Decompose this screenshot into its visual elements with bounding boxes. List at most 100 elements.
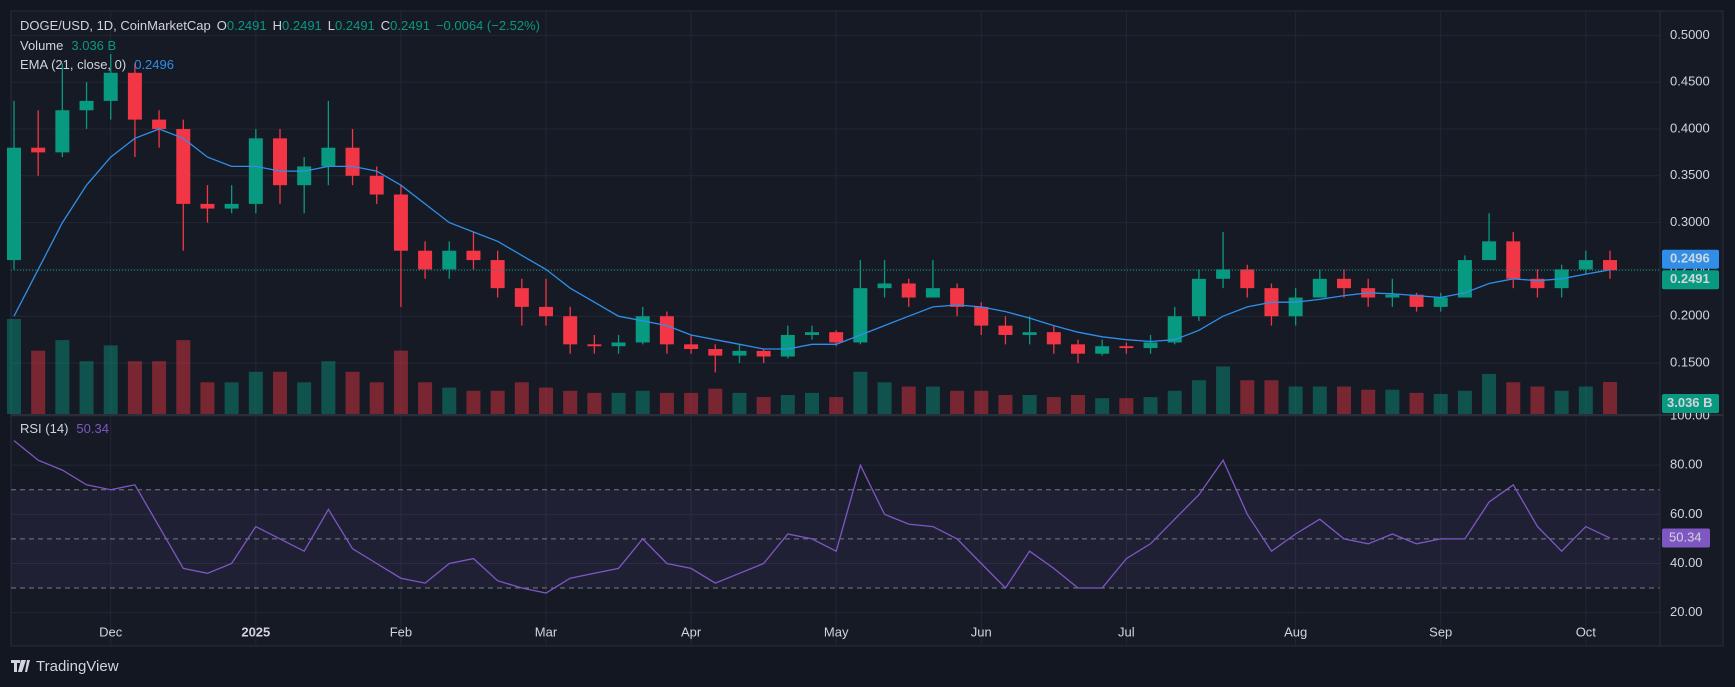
x-tick-label: Jun [971,624,992,639]
volume-bar [31,350,46,414]
volume-bar [659,392,674,414]
candle-body [79,100,94,111]
c-value: 0.2491 [390,18,430,33]
volume-bar [514,382,529,414]
ema-legend: EMA (21, close, 0) 0.2496 [20,57,174,72]
volume-bar [1578,386,1593,414]
c-label: C [381,18,390,33]
volume-bar [297,382,312,414]
volume-bar [805,392,819,414]
volume-bar [55,340,70,414]
rsi-tick-label: 80.00 [1670,457,1703,472]
candle-body [418,250,433,270]
volume-bar [1554,390,1569,414]
candle-body [539,306,553,317]
volume-bar [732,392,747,414]
candle-body [563,316,578,345]
volume-bar [635,390,650,414]
candle-body [1240,269,1255,289]
ema-badge [1662,249,1719,269]
volume-bar [1433,393,1448,414]
brand: TradingView [36,658,119,675]
candle-body [635,316,650,343]
rsi-badge-label: 50.34 [1669,529,1702,544]
candle-body [1143,342,1158,349]
y-tick-label: 0.4500 [1670,74,1710,89]
rsi-line [13,440,1611,594]
volume-bar [1022,395,1037,414]
candle-body [321,147,336,167]
volume-bar [684,392,699,414]
volume-bar [321,361,336,414]
volume-bar [901,386,916,414]
candle-body [829,332,844,343]
candle-body [974,306,989,326]
price-badge [1662,270,1719,290]
volume-bar [273,371,287,414]
volume-bar [1095,398,1110,414]
logo-icon [11,660,30,672]
legend-line: DOGE/USD, 1D, CoinMarketCap O0.2491 H0.249… [20,18,540,33]
volume-bar [853,371,868,414]
rsi-label: RSI (14) [20,421,68,436]
y-tick-label: 0.4000 [1670,120,1710,135]
volume-bar [829,397,844,414]
candle-body [1506,241,1521,279]
volume-bar [176,340,191,414]
candle-body [103,72,118,101]
volume-bar [466,390,481,414]
candle-body [1191,278,1206,317]
volume-bar [7,319,21,414]
candle-body [901,283,916,298]
volume-legend: Volume 3.036 B [20,38,116,53]
candle-body [31,147,46,153]
candle-body [1409,294,1424,307]
volume-bar [1506,382,1521,414]
volume-label: Volume [20,38,63,53]
volume-bar [780,395,795,414]
ema-label: EMA (21, close, 0) [20,57,126,72]
l-value: 0.2491 [335,18,375,33]
volume-bar [345,371,360,414]
ema-badge-label: 0.2496 [1670,251,1710,266]
candle-body [127,72,142,120]
x-tick-label: Oct [1576,624,1597,639]
candle-body [1433,297,1448,307]
volume-bar [1457,390,1472,414]
candle-body [176,128,191,204]
volume-bar [369,382,384,414]
volume-bar [127,361,142,414]
candle-body [587,344,602,347]
volume-bar [248,371,263,414]
volume-bar [563,390,578,414]
y-tick-label: 0.3500 [1670,167,1710,182]
candle-body [248,138,263,204]
candle-body [369,175,384,195]
x-tick-label: 2025 [241,624,270,639]
volume-bar [587,392,602,414]
candle-body [152,119,167,129]
volume-bar [1046,397,1061,414]
y-tick-label: 0.1500 [1670,355,1710,370]
volume-bar [1482,373,1497,414]
candle-body [273,138,287,186]
candle-body [708,349,723,356]
candle-body [1167,316,1182,343]
candle-body [1312,278,1327,298]
candle-body [1288,297,1303,317]
x-tick-label: Aug [1284,624,1307,639]
candle-body [853,288,868,343]
candle-body [345,147,360,176]
x-tick-label: Feb [390,624,412,639]
volume-bar [1240,380,1255,414]
candle-body [1046,332,1061,345]
candle-body [55,110,70,153]
candle-body [1482,241,1497,261]
volume-bar [1216,366,1231,414]
volume-bar [152,361,167,414]
candle-body [611,342,626,347]
candle-body [684,344,699,350]
rsi-tick-label: 40.00 [1670,555,1703,570]
